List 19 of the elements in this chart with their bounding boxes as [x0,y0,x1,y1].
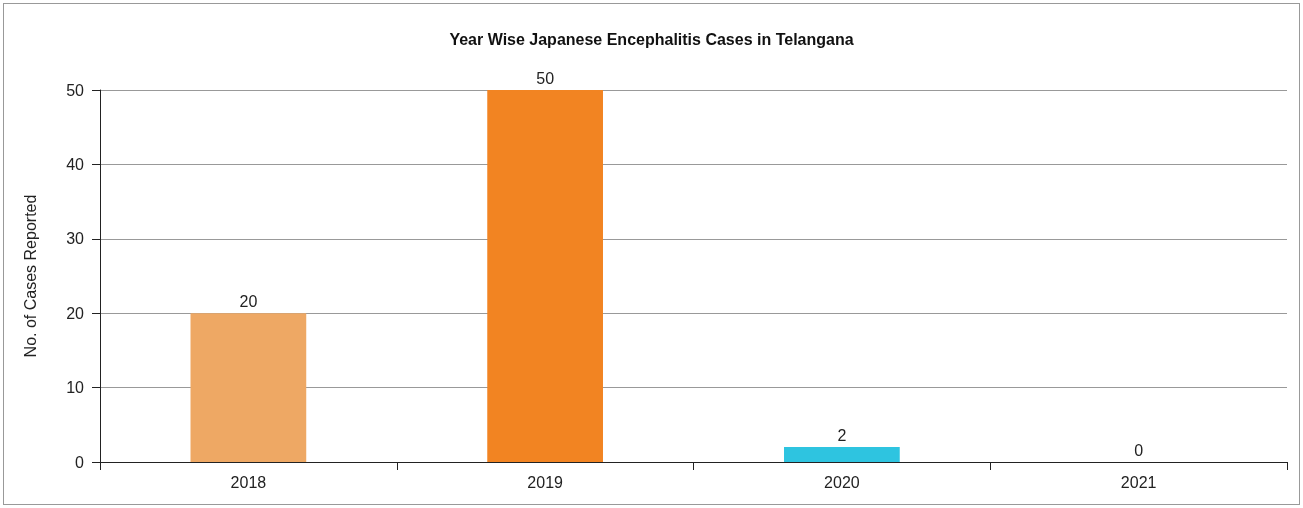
x-tick-label: 2021 [1120,473,1157,491]
data-label: 0 [1134,441,1144,459]
chart-title: Year Wise Japanese Encephalitis Cases in Telangana [449,30,854,48]
y-tick-label: 30 [66,230,85,248]
y-tick-label: 10 [66,379,85,397]
bar [487,90,603,462]
bar [784,447,900,462]
x-tick-label: 2018 [230,473,267,491]
y-tick-label: 20 [66,304,85,322]
x-tick-label: 2019 [527,473,564,491]
y-axis-title: No. of Cases Reported [21,194,39,358]
data-label: 2 [837,426,847,444]
x-tick-label: 2020 [824,473,860,491]
y-tick-label: 0 [75,453,85,471]
y-tick-label: 40 [66,155,85,173]
bar [190,313,307,462]
y-tick-label: 50 [66,81,85,99]
data-label: 20 [239,292,258,310]
data-label: 50 [536,69,555,87]
